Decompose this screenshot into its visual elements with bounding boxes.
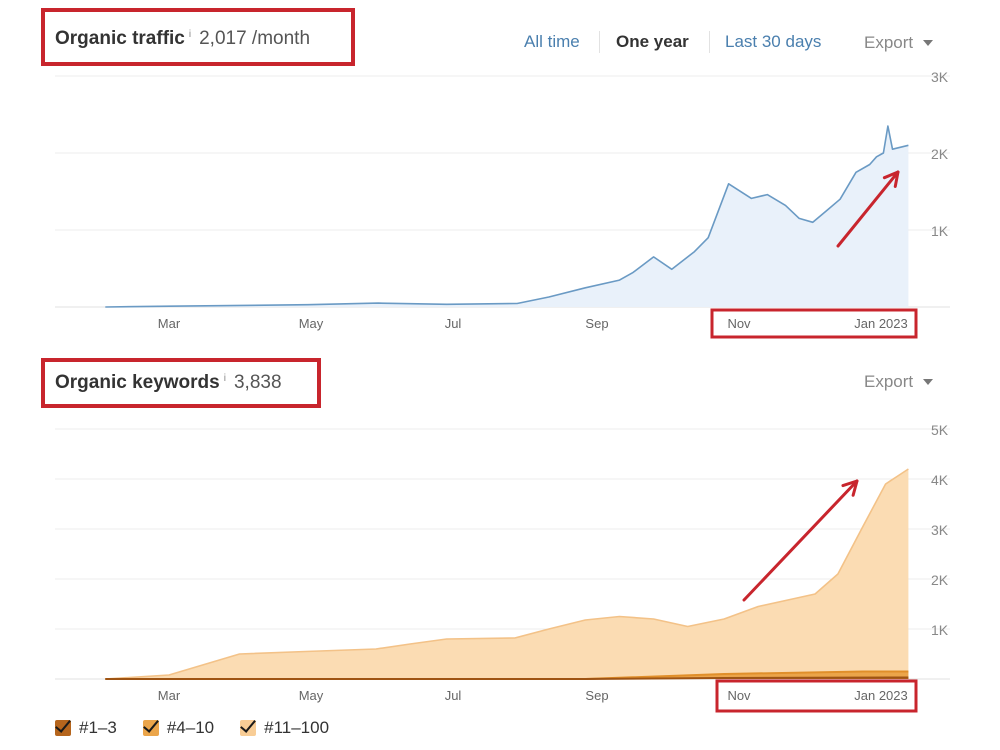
trend-arrow-head xyxy=(882,170,900,189)
y-tick-label: 2K xyxy=(931,146,949,162)
trend-arrow-line xyxy=(836,170,900,248)
keywords-title-highlight xyxy=(41,358,321,408)
tab-separator xyxy=(599,31,600,53)
x-tick-label: Jul xyxy=(445,316,462,331)
traffic-export-button[interactable]: Export xyxy=(864,33,934,53)
traffic-chart: 1K 2K 3K Mar May Jul Sep Nov Jan 2023 xyxy=(55,69,950,339)
y-tick-label: 2K xyxy=(931,572,949,588)
keywords-chart: 1K 2K 3K 4K 5K Mar May Jul Sep Nov Jan 2023 xyxy=(55,422,950,713)
y-tick-label: 3K xyxy=(931,69,949,85)
keywords-value: 3,838 xyxy=(233,372,282,393)
x-tick-label: Jan 2023 xyxy=(854,688,908,703)
series-area xyxy=(105,126,909,307)
checkbox-icon[interactable] xyxy=(142,720,159,736)
checkbox-icon[interactable] xyxy=(55,720,71,736)
x-tick-label: Sep xyxy=(585,316,608,331)
chevron-down-icon xyxy=(923,40,934,46)
trend-arrow-head xyxy=(841,479,859,497)
keywords-info-icon[interactable]: i xyxy=(223,373,226,384)
y-tick-label: 5K xyxy=(931,422,949,438)
legend-label: #1–3 xyxy=(79,718,117,737)
y-tick-label: 1K xyxy=(931,622,949,638)
traffic-title: Organic traffic i 2,017 /month xyxy=(55,28,310,50)
tab-all-time[interactable]: All time xyxy=(524,32,580,51)
legend-label: #4–10 xyxy=(166,718,215,737)
traffic-value: 2,017 /month xyxy=(199,28,311,49)
y-tick-label: 3K xyxy=(931,522,949,538)
keywords-export-label: Export xyxy=(864,372,914,391)
y-tick-label: 1K xyxy=(931,223,949,239)
series-line xyxy=(105,676,909,680)
series-line xyxy=(105,125,909,308)
x-tick-label: Nov xyxy=(727,316,751,331)
legend-label: #11–100 xyxy=(264,718,330,737)
y-tick-label: 4K xyxy=(931,472,949,488)
tab-last-30-days[interactable]: Last 30 days xyxy=(725,32,822,51)
x-tick-label: Mar xyxy=(158,688,181,703)
traffic-title-highlight xyxy=(41,8,355,66)
x-axis-highlight xyxy=(710,308,918,339)
legend-item-top3[interactable]: #1–3 xyxy=(55,718,117,738)
chevron-down-icon xyxy=(923,379,934,385)
x-tick-label: May xyxy=(299,316,324,331)
x-tick-label: Nov xyxy=(727,688,751,703)
keywords-title: Organic keywords i 3,838 xyxy=(55,372,282,394)
legend-item-top100[interactable]: #11–100 xyxy=(240,718,329,738)
tab-one-year[interactable]: One year xyxy=(616,32,689,51)
legend-item-top10[interactable]: #4–10 xyxy=(142,718,215,738)
trend-arrow-line xyxy=(742,479,859,602)
keywords-title-label: Organic keywords xyxy=(55,372,220,393)
keywords-legend: #1–3 #4–10 #11–100 xyxy=(55,718,355,738)
traffic-title-label: Organic traffic xyxy=(55,28,185,49)
x-tick-label: Sep xyxy=(585,688,608,703)
keywords-export-button[interactable]: Export xyxy=(864,372,934,392)
x-tick-label: Jan 2023 xyxy=(854,316,908,331)
x-tick-label: May xyxy=(299,688,324,703)
x-tick-label: Jul xyxy=(445,688,462,703)
x-tick-label: Mar xyxy=(158,316,181,331)
traffic-export-label: Export xyxy=(864,33,914,52)
traffic-info-icon[interactable]: i xyxy=(188,29,192,40)
series-line xyxy=(105,468,909,680)
series-area xyxy=(105,469,909,679)
x-axis-highlight xyxy=(715,679,918,713)
tab-separator xyxy=(709,31,710,53)
checkbox-icon[interactable] xyxy=(240,720,257,736)
